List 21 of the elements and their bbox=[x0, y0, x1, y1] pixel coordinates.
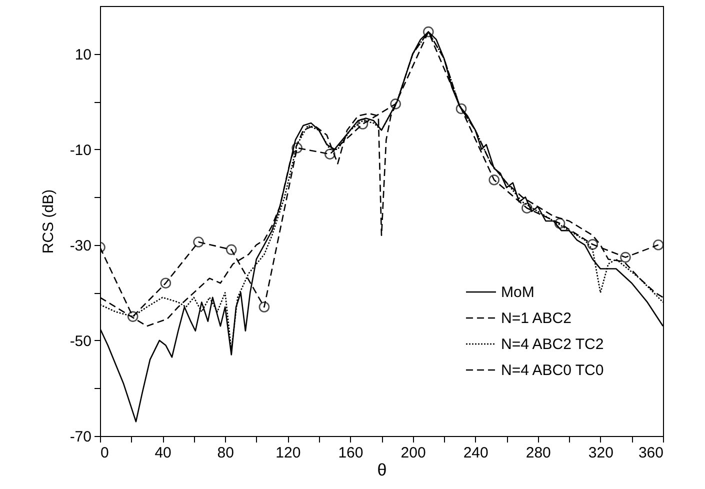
y-tick-label: 10 bbox=[74, 46, 92, 64]
legend-label: N=4 ABC2 TC2 bbox=[501, 336, 604, 353]
x-tick-label: 80 bbox=[217, 444, 234, 462]
x-tick-label: 240 bbox=[463, 444, 488, 462]
y-tick-label: -50 bbox=[70, 332, 92, 350]
y-tick-label: -30 bbox=[70, 237, 92, 254]
x-tick-label: 200 bbox=[400, 444, 426, 462]
x-tick-label: 40 bbox=[154, 444, 172, 462]
x-tick-label: 280 bbox=[526, 444, 551, 462]
y-tick-label: -10 bbox=[70, 142, 92, 159]
x-tick-label: 360 bbox=[638, 444, 664, 462]
x-tick-label: 320 bbox=[588, 444, 614, 462]
x-axis-title: θ bbox=[377, 460, 387, 480]
y-tick-label: -70 bbox=[70, 428, 92, 446]
x-tick-label: 160 bbox=[338, 444, 364, 462]
legend-label: N=4 ABC0 TC0 bbox=[501, 362, 604, 379]
legend-label: N=1 ABC2 bbox=[501, 310, 572, 327]
y-axis-title: RCS (dB) bbox=[40, 189, 57, 254]
legend-label: MoM bbox=[501, 284, 534, 301]
x-tick-label: 0 bbox=[100, 444, 109, 462]
x-tick-label: 120 bbox=[276, 444, 301, 462]
